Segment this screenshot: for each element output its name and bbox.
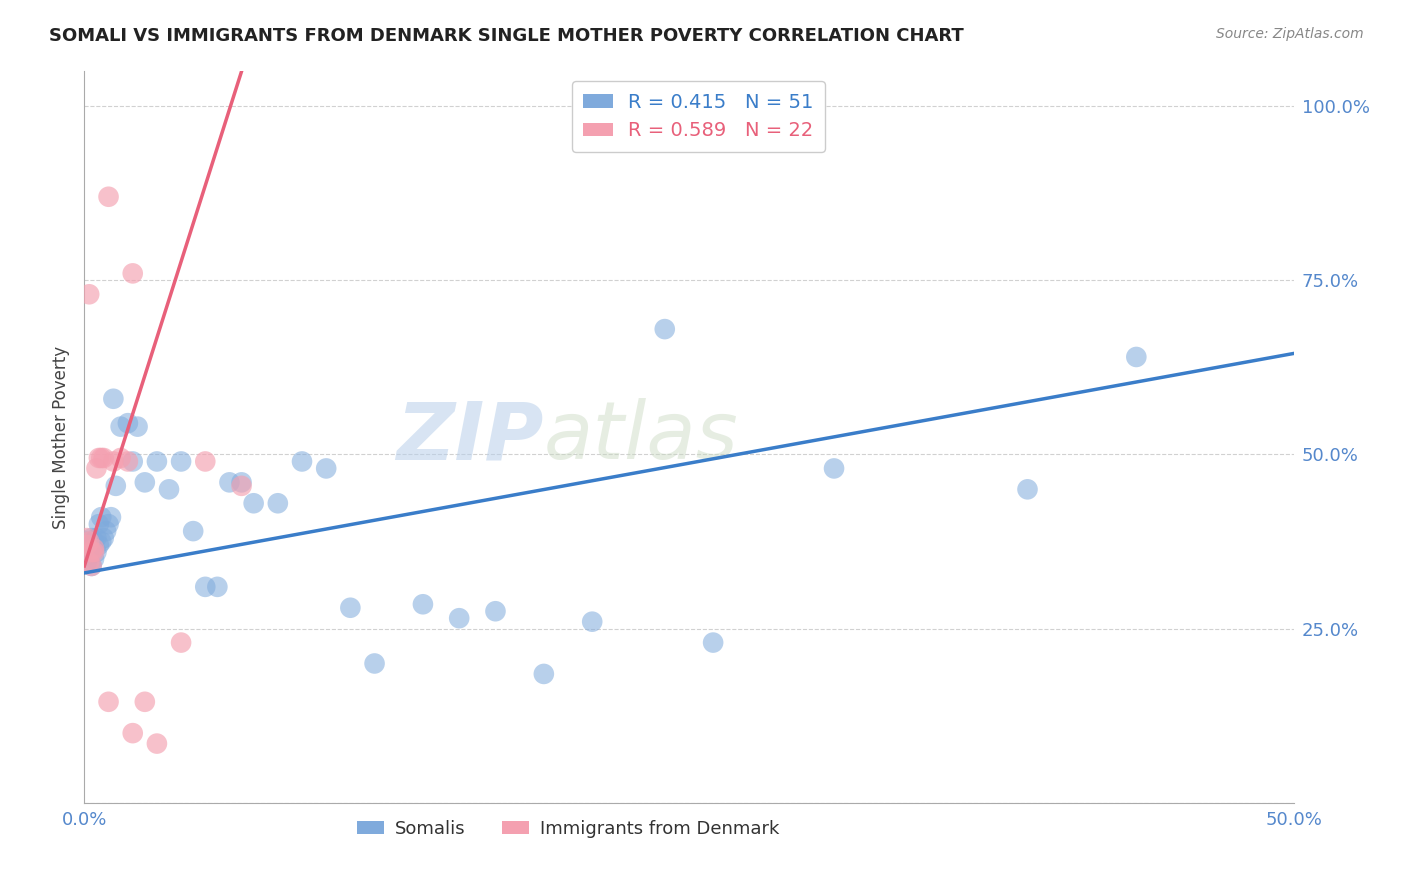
Point	[77, 287, 100, 301]
Point	[449, 611, 471, 625]
Point	[291, 454, 314, 468]
Point	[121, 266, 143, 280]
Point	[146, 454, 169, 468]
Point	[83, 552, 105, 566]
Point	[103, 392, 125, 406]
Point	[97, 695, 120, 709]
Point	[1017, 483, 1039, 497]
Point	[80, 545, 103, 559]
Point	[218, 475, 240, 490]
Point	[339, 600, 361, 615]
Point	[134, 475, 156, 490]
Point	[134, 695, 156, 709]
Point	[90, 510, 112, 524]
Point	[76, 545, 98, 559]
Point	[90, 450, 112, 465]
Point	[146, 737, 169, 751]
Point	[83, 545, 105, 559]
Point	[76, 556, 98, 570]
Point	[181, 524, 204, 538]
Point	[363, 657, 385, 671]
Point	[80, 558, 103, 573]
Point	[121, 726, 143, 740]
Point	[127, 419, 149, 434]
Point	[77, 541, 100, 556]
Point	[654, 322, 676, 336]
Point	[117, 416, 139, 430]
Point	[267, 496, 290, 510]
Point	[76, 538, 98, 552]
Point	[86, 461, 108, 475]
Point	[242, 496, 264, 510]
Point	[87, 450, 110, 465]
Point	[121, 454, 143, 468]
Point	[1125, 350, 1147, 364]
Point	[77, 534, 100, 549]
Point	[90, 534, 112, 549]
Point	[76, 534, 98, 549]
Point	[581, 615, 603, 629]
Point	[117, 454, 139, 468]
Point	[94, 524, 117, 538]
Point	[86, 531, 108, 545]
Point	[231, 479, 253, 493]
Point	[231, 475, 253, 490]
Point	[157, 483, 180, 497]
Y-axis label: Single Mother Poverty: Single Mother Poverty	[52, 345, 70, 529]
Point	[103, 454, 125, 468]
Text: Source: ZipAtlas.com: Source: ZipAtlas.com	[1216, 27, 1364, 41]
Point	[170, 635, 193, 649]
Point	[110, 450, 132, 465]
Point	[80, 531, 103, 545]
Point	[97, 190, 120, 204]
Point	[207, 580, 229, 594]
Point	[93, 450, 115, 465]
Point	[194, 580, 217, 594]
Text: ZIP: ZIP	[396, 398, 544, 476]
Point	[533, 667, 555, 681]
Point	[87, 538, 110, 552]
Point	[86, 545, 108, 559]
Point	[77, 556, 100, 570]
Point	[100, 510, 122, 524]
Point	[110, 419, 132, 434]
Point	[87, 517, 110, 532]
Legend: Somalis, Immigrants from Denmark: Somalis, Immigrants from Denmark	[350, 813, 786, 845]
Point	[83, 534, 105, 549]
Point	[823, 461, 845, 475]
Point	[83, 541, 105, 556]
Point	[194, 454, 217, 468]
Point	[93, 531, 115, 545]
Point	[412, 597, 434, 611]
Text: SOMALI VS IMMIGRANTS FROM DENMARK SINGLE MOTHER POVERTY CORRELATION CHART: SOMALI VS IMMIGRANTS FROM DENMARK SINGLE…	[49, 27, 965, 45]
Point	[702, 635, 724, 649]
Point	[315, 461, 337, 475]
Point	[80, 558, 103, 573]
Point	[170, 454, 193, 468]
Point	[76, 531, 98, 545]
Text: atlas: atlas	[544, 398, 738, 476]
Point	[80, 538, 103, 552]
Point	[104, 479, 127, 493]
Point	[77, 549, 100, 563]
Point	[97, 517, 120, 532]
Point	[484, 604, 506, 618]
